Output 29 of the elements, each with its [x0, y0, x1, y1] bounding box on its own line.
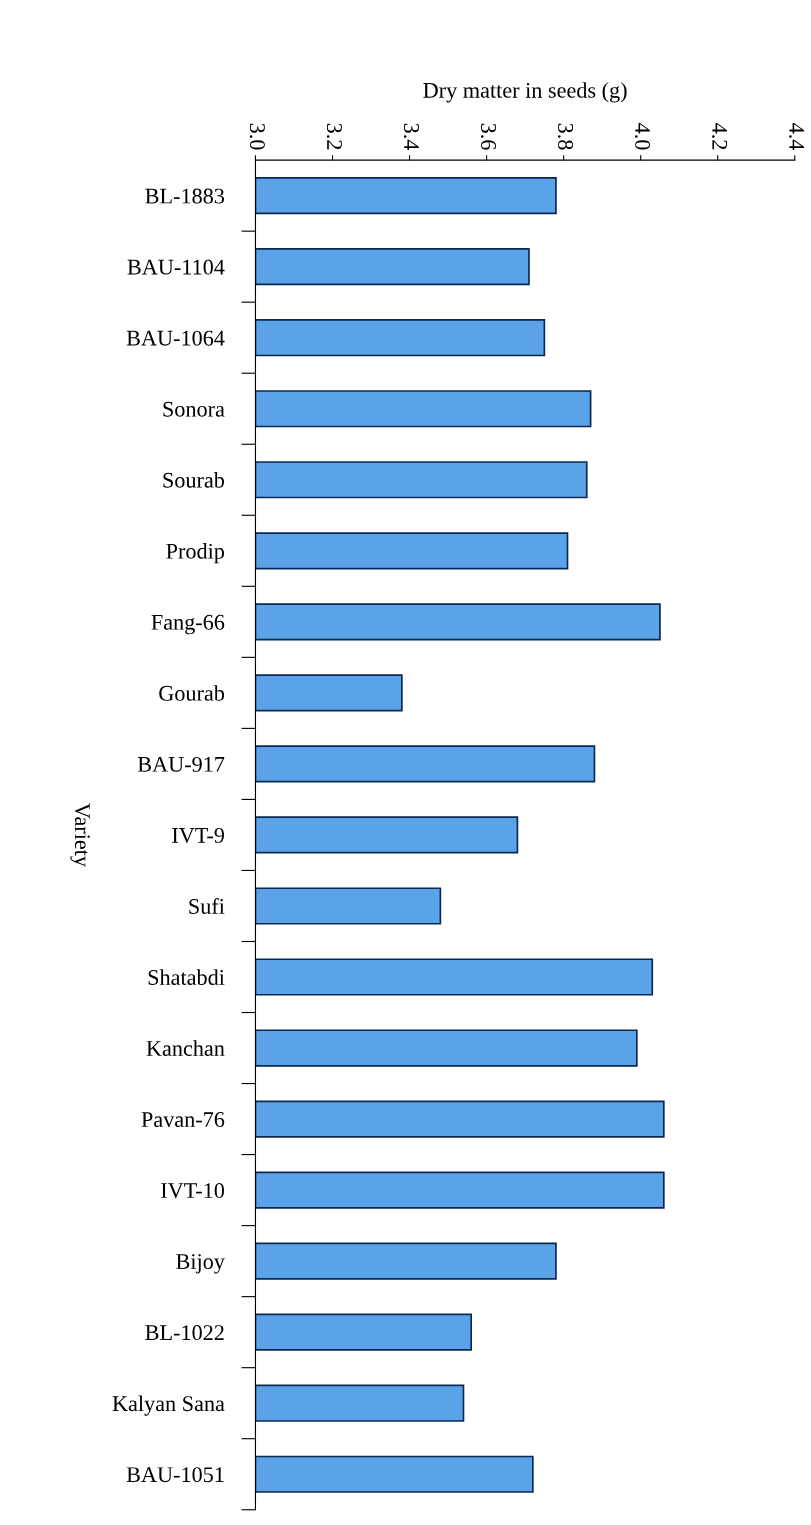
- y-tick-label: BL-1883: [145, 188, 225, 204]
- y-tick-label: Sonora: [163, 401, 225, 417]
- x-tick-label: 4.4: [789, 123, 805, 151]
- y-tick-label: IVT-9: [172, 827, 224, 843]
- x-tick-label: 3.0: [249, 123, 265, 150]
- x-tick-label: 4.2: [712, 123, 728, 150]
- x-tick-label: 3.4: [403, 123, 419, 151]
- y-tick-label: BL-1022: [145, 1325, 224, 1341]
- y-axis-title: Variety: [70, 803, 90, 867]
- y-tick-label: Sourab: [163, 472, 225, 488]
- y-tick-label: Fang-66: [151, 614, 225, 635]
- y-tick-label: BAU-1051: [126, 1467, 224, 1483]
- y-tick-label: BAU-917: [137, 756, 225, 772]
- y-tick-label: IVT-10: [161, 1183, 225, 1199]
- y-tick-label: BAU-1104: [127, 259, 225, 275]
- y-tick-label: Bijoy: [176, 1254, 225, 1274]
- x-axis-title: Dry matter in seeds (g): [423, 82, 627, 103]
- y-tick-label: Sufi: [189, 898, 225, 914]
- y-tick-label: Gourab: [159, 685, 225, 701]
- y-tick-label: Prodip: [166, 543, 225, 564]
- y-tick-label: BAU-1064: [126, 330, 225, 346]
- y-tick-label: Kanchan: [146, 1040, 225, 1056]
- y-tick-label: Kalyan Sana: [112, 1395, 225, 1416]
- x-tick-label: 4.0: [635, 123, 651, 150]
- x-tick-label: 3.2: [326, 123, 342, 150]
- x-tick-label: 3.8: [557, 123, 574, 150]
- y-tick-label: Pavan-76: [141, 1112, 225, 1127]
- y-tick-label: Shatabdi: [148, 969, 225, 985]
- x-tick-label: 3.6: [480, 123, 496, 150]
